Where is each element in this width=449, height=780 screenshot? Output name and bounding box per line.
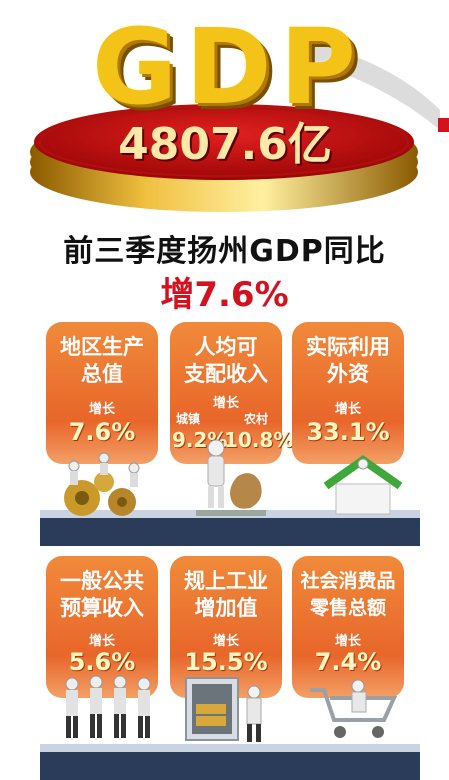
rural-growth-value: 10.8% [224,428,294,452]
card-disposable-income: 人均可 支配收入 增长 城镇 农村 9.2% 10.8% [170,322,293,464]
house-icon [323,455,403,515]
card-foreign-capital: 实际利用 外资 增长 33.1% [292,322,404,464]
shopping-cart-icon [310,679,398,738]
money-bag-icon [196,439,266,516]
card-growth-value: 15.5% [184,648,268,676]
page-title: 前三季度扬州GDP同比 [63,234,386,269]
card-title-line1: 地区生产 [60,335,144,359]
card-title-line2: 增加值 [194,596,258,620]
card-title-line1: 一般公共 [60,569,144,593]
card-growth-value: 7.4% [314,648,382,676]
card-title-line1: 规上工业 [184,569,268,593]
gears-people-icon [64,452,140,516]
card-title-line1: 社会消费品 [300,570,396,592]
gold-coin-icon [30,40,449,212]
card-title-line2: 零售总额 [309,597,386,619]
team-icon [65,675,151,738]
card-growth-label: 增长 [88,402,115,417]
card-growth-value: 33.1% [306,418,390,446]
card-title-line2: 总值 [81,362,123,386]
card-title-line2: 外资 [327,362,369,386]
card-growth-value: 7.6% [68,418,136,446]
card-growth-value: 5.6% [68,648,136,676]
card-public-budget: 一般公共 预算收入 增长 5.6% [46,556,158,698]
card-growth-label: 增长 [334,402,361,417]
card-title-line1: 人均可 [194,335,258,359]
card-retail-sales: 社会消费品 零售总额 增长 7.4% [292,556,404,698]
gdp-word: GDP [92,6,364,128]
card-industrial-value: 规上工业 增加值 增长 15.5% [170,556,282,698]
gdp-total-value: 4807.6亿 [118,119,332,170]
card-regional-gdp: 地区生产 总值 增长 7.6% [46,322,158,464]
rural-label: 农村 [244,412,269,426]
safe-icon [185,677,262,742]
card-growth-label: 增长 [334,634,361,649]
card-title-line2: 预算收入 [60,596,144,620]
card-growth-label: 增长 [212,634,239,649]
card-growth-label: 增长 [212,396,239,411]
row2-base-band [40,744,420,780]
card-growth-label: 增长 [88,634,115,649]
gdp-growth-rate: 增7.6% [160,275,289,315]
hero-banner: GDP 4807.6亿 [0,0,449,222]
card-title-line2: 支配收入 [184,362,268,386]
urban-label: 城镇 [176,412,201,426]
card-title-line1: 实际利用 [306,335,390,359]
